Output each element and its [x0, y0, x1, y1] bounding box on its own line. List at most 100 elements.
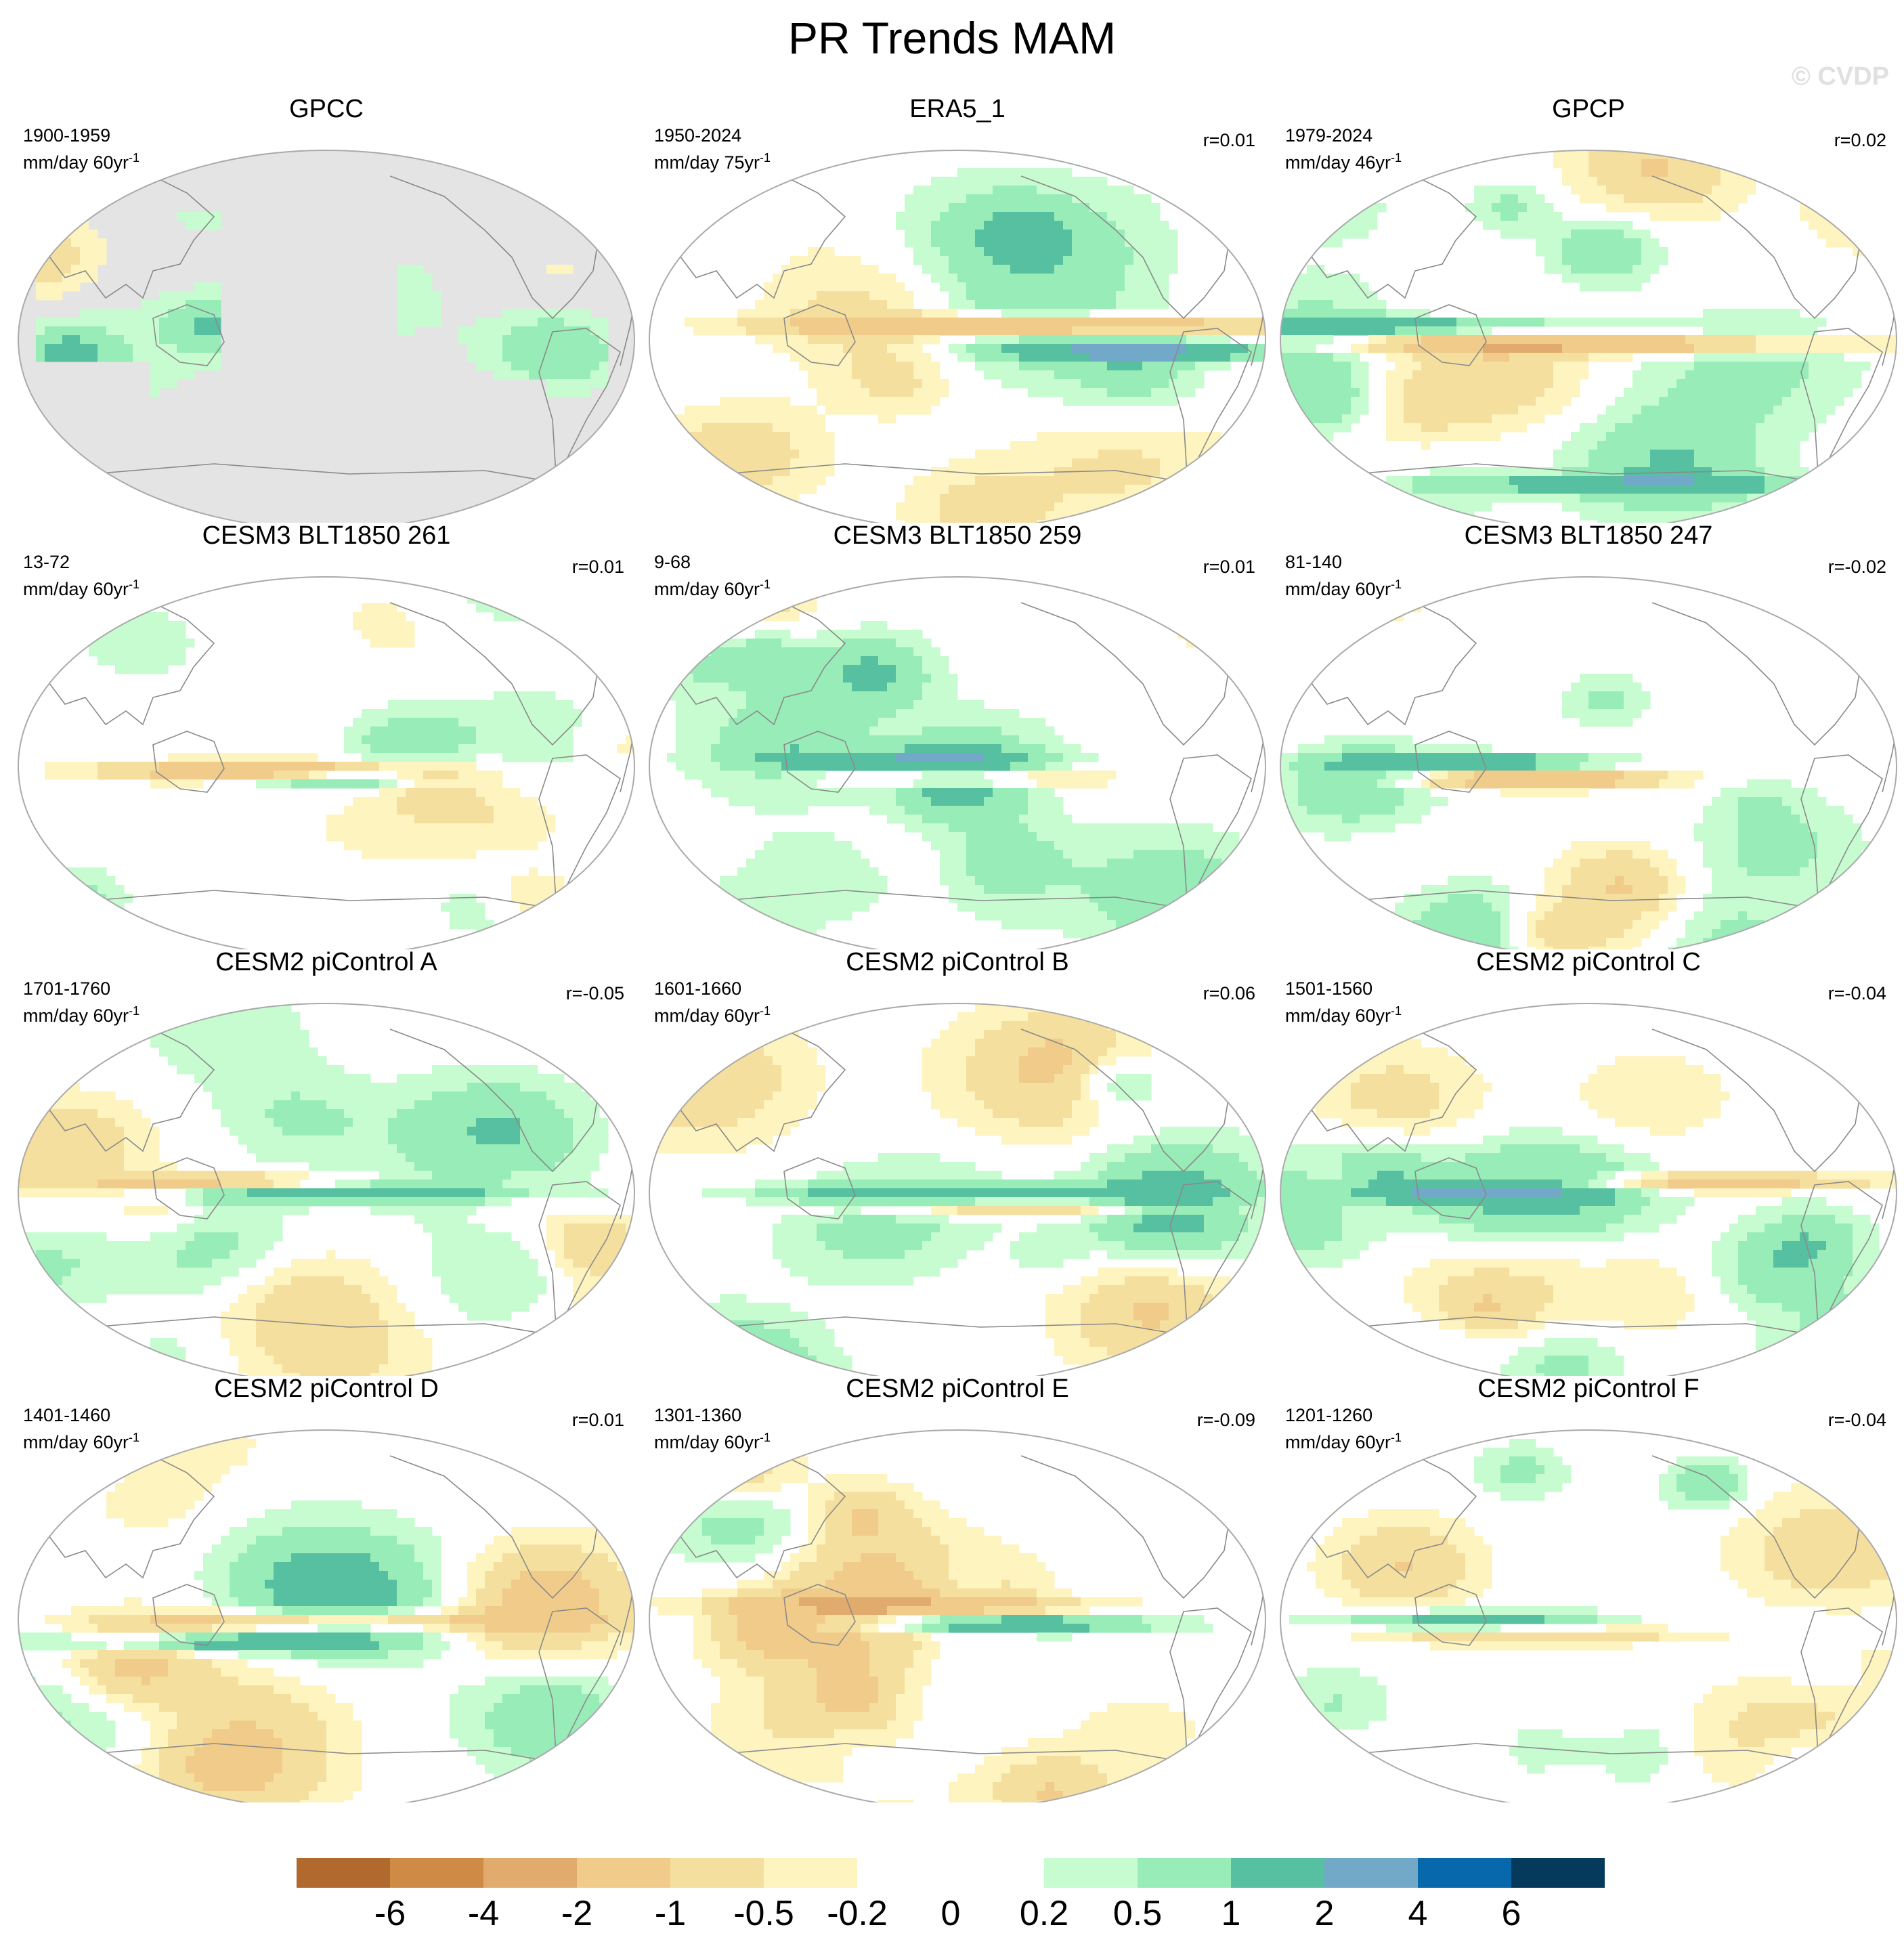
trend-cell: [203, 362, 213, 371]
trend-cell: [520, 832, 529, 842]
trend-cell: [878, 397, 888, 406]
trend-cell: [423, 753, 433, 762]
trend-cell: [869, 647, 879, 657]
trend-cell: [432, 727, 441, 736]
trend-cell: [1412, 335, 1422, 345]
trend-cell: [1010, 168, 1020, 177]
trend-cell: [1116, 450, 1125, 459]
trend-cell: [1037, 335, 1046, 345]
trend-cell: [71, 867, 81, 877]
trend-cell: [1019, 353, 1029, 362]
trend-cell: [764, 665, 773, 674]
trend-cell: [1289, 194, 1299, 204]
trend-cell: [1509, 230, 1519, 239]
trend-cell: [729, 450, 738, 459]
trend-cell: [177, 779, 186, 789]
trend-cell: [1738, 353, 1748, 362]
trend-cell: [1615, 458, 1624, 468]
trend-cell: [1395, 326, 1404, 336]
trend-cell: [913, 388, 923, 397]
trend-cell: [441, 762, 450, 771]
trend-cell: [1289, 221, 1299, 230]
trend-cell: [711, 700, 720, 710]
trend-cell: [1782, 309, 1792, 318]
trend-cell: [702, 709, 712, 718]
trend-cell: [1544, 362, 1554, 371]
trend-cell: [1142, 282, 1152, 292]
trend-cell: [1221, 353, 1231, 362]
trend-cell: [1817, 485, 1827, 494]
trend-cell: [1037, 494, 1046, 503]
trend-cell: [1782, 450, 1792, 459]
trend-cell: [825, 450, 835, 459]
trend-cell: [520, 718, 529, 727]
trend-cell: [546, 885, 556, 894]
trend-cell: [1853, 203, 1862, 213]
trend-cell: [1536, 362, 1545, 371]
trend-cell: [520, 797, 529, 806]
trend-cell: [1333, 309, 1343, 318]
trend-cell: [1835, 159, 1844, 169]
trend-cell: [1747, 450, 1756, 459]
trend-cell: [1001, 458, 1011, 468]
coastline: [1414, 304, 1487, 366]
trend-cell: [1019, 221, 1029, 230]
trend-cell: [1386, 432, 1395, 441]
trend-cell: [379, 753, 389, 762]
trend-cell: [1773, 423, 1783, 433]
trend-cell: [1659, 212, 1668, 221]
trend-cell: [1861, 247, 1871, 257]
trend-cell: [896, 700, 905, 710]
trend-cell: [150, 639, 160, 648]
trend-cell: [1160, 256, 1169, 265]
trend-cell: [834, 265, 844, 274]
trend-cell: [1676, 502, 1686, 512]
trend-cell: [667, 674, 676, 683]
trend-cell: [1624, 256, 1633, 265]
trend-cell: [1615, 282, 1624, 292]
trend-cell: [379, 797, 389, 806]
trend-cell: [1474, 388, 1484, 397]
trend-cell: [1756, 335, 1765, 345]
trend-cell: [1125, 397, 1134, 406]
trend-cell: [1888, 344, 1897, 353]
trend-cell: [817, 450, 826, 459]
trend-cell: [423, 300, 433, 309]
trend-cell: [124, 621, 133, 630]
trend-cell: [1142, 256, 1152, 265]
trend-cell: [1817, 186, 1827, 195]
trend-cell: [931, 709, 940, 718]
trend-cell: [940, 230, 949, 239]
trend-cell: [817, 441, 826, 450]
trend-cell: [1072, 265, 1081, 274]
trend-cell: [1668, 520, 1677, 523]
trend-cell: [1721, 397, 1730, 406]
trend-cell: [1676, 159, 1686, 169]
trend-cell: [861, 656, 870, 666]
trend-cell: [1001, 344, 1011, 353]
trend-cell: [53, 344, 63, 353]
trend-cell: [1765, 318, 1774, 327]
trend-cell: [667, 432, 676, 441]
trend-cell: [1316, 423, 1325, 433]
trend-cell: [1703, 414, 1712, 424]
trend-cell: [432, 762, 441, 771]
trend-cell: [685, 485, 694, 494]
trend-cell: [1412, 476, 1422, 485]
trend-cell: [1782, 362, 1792, 371]
trend-cell: [764, 423, 773, 433]
trend-cell: [406, 832, 415, 842]
trend-cell: [1195, 370, 1205, 380]
trend-cell: [1500, 370, 1510, 380]
trend-cell: [1221, 362, 1231, 371]
trend-cell: [1694, 362, 1704, 371]
trend-cell: [45, 894, 54, 903]
trend-cell: [905, 344, 914, 353]
trend-cell: [1474, 186, 1484, 195]
trend-cell: [379, 639, 389, 648]
trend-cell: [115, 353, 125, 362]
trend-cell: [1107, 353, 1117, 362]
trend-cell: [1098, 177, 1108, 186]
trend-cell: [1536, 494, 1545, 503]
trend-cell: [1307, 362, 1316, 371]
